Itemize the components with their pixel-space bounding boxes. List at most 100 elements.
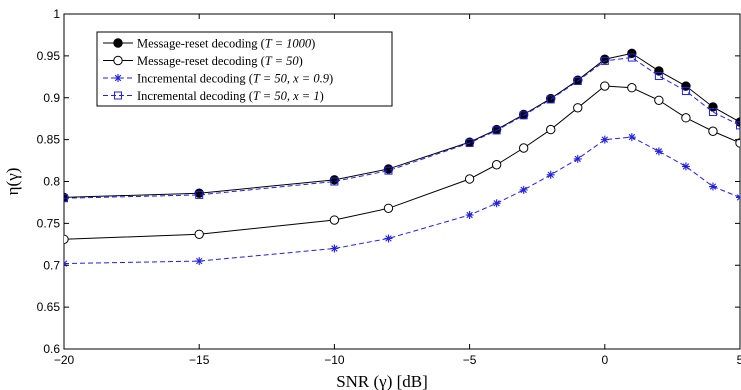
x-tick-label: 5 bbox=[737, 353, 741, 367]
legend-label-suffix: ) bbox=[311, 37, 315, 51]
data-point bbox=[330, 177, 339, 186]
legend-label: Message-reset decoding (T = 50) bbox=[137, 54, 303, 68]
series-3 bbox=[64, 133, 740, 268]
legend-label: Incremental decoding (T = 50, x = 1) bbox=[137, 89, 324, 103]
y-tick-label: 0.85 bbox=[37, 133, 61, 147]
data-point bbox=[681, 81, 691, 91]
legend-label-suffix: ) bbox=[329, 72, 333, 86]
series-2 bbox=[64, 81, 740, 244]
legend-label-math: T = 50 bbox=[265, 54, 300, 68]
data-point bbox=[573, 103, 583, 113]
data-point bbox=[194, 188, 204, 198]
y-tick-label: 0.9 bbox=[43, 91, 60, 105]
legend-item: Message-reset decoding (T = 1000) bbox=[103, 37, 315, 51]
data-point bbox=[195, 190, 204, 199]
data-point bbox=[492, 126, 501, 135]
data-point bbox=[573, 77, 582, 85]
data-point bbox=[600, 56, 609, 65]
data-point bbox=[329, 215, 340, 225]
data-point bbox=[114, 74, 122, 82]
data-point bbox=[654, 147, 663, 156]
x-tick-label: −15 bbox=[189, 353, 210, 367]
data-point bbox=[64, 194, 68, 203]
data-point bbox=[383, 203, 394, 214]
legend-label: Message-reset decoding (T = 1000) bbox=[137, 37, 315, 51]
legend-label-suffix: ) bbox=[320, 89, 324, 103]
data-point bbox=[600, 81, 610, 91]
data-point bbox=[384, 166, 393, 175]
legend-label: Incremental decoding (T = 50, x = 0.9) bbox=[137, 72, 333, 86]
axis-layer: −20 −15 −10 −5 0 5 0.6 0.65 0.7 0.75 0.8 0.85 0.9 0.9… bbox=[37, 7, 741, 367]
y-tick-label: 0.6 bbox=[43, 342, 60, 356]
x-tick-label: 0 bbox=[601, 353, 608, 367]
data-point bbox=[330, 244, 339, 253]
data-point bbox=[465, 138, 474, 147]
data-point bbox=[654, 95, 664, 105]
x-axis-label: SNR (γ) [dB] bbox=[336, 372, 428, 390]
data-point bbox=[681, 113, 691, 123]
legend-label-prefix: Incremental decoding ( bbox=[137, 72, 253, 86]
data-point bbox=[384, 234, 393, 243]
data-point bbox=[654, 71, 663, 80]
data-point bbox=[64, 259, 68, 268]
series-layer bbox=[64, 48, 740, 268]
data-point bbox=[735, 138, 740, 148]
data-point bbox=[518, 143, 529, 153]
data-point bbox=[627, 83, 637, 93]
data-point bbox=[329, 175, 340, 185]
data-point bbox=[519, 111, 528, 120]
legend-label-math: T = 1000 bbox=[265, 37, 312, 51]
data-point bbox=[546, 170, 555, 179]
y-tick-label: 0.7 bbox=[43, 258, 60, 272]
legend-label-prefix: Message-reset decoding ( bbox=[137, 54, 265, 68]
data-point bbox=[681, 162, 690, 171]
data-point bbox=[736, 121, 740, 130]
data-point bbox=[195, 257, 204, 266]
data-point bbox=[491, 160, 502, 170]
data-point bbox=[708, 102, 718, 112]
data-point bbox=[546, 124, 556, 135]
data-point bbox=[708, 107, 717, 116]
data-point bbox=[519, 185, 528, 194]
data-point bbox=[627, 133, 636, 142]
data-point bbox=[546, 95, 555, 104]
y-tick-label: 0.65 bbox=[37, 300, 61, 314]
series-line bbox=[64, 136, 740, 265]
data-point bbox=[464, 174, 475, 184]
x-tick-label: −20 bbox=[54, 353, 75, 367]
y-axis-label: η(γ) bbox=[3, 168, 22, 196]
legend-label-prefix: Incremental decoding ( bbox=[137, 89, 253, 103]
data-point bbox=[465, 211, 474, 219]
y-tick-label: 0.75 bbox=[37, 216, 61, 230]
data-point bbox=[383, 164, 394, 174]
legend-label-suffix: ) bbox=[299, 54, 303, 68]
data-point bbox=[114, 91, 122, 100]
data-point bbox=[600, 135, 609, 144]
legend-label-math: T = 50, x = 0.9 bbox=[253, 72, 330, 86]
data-point bbox=[64, 234, 69, 244]
series-line bbox=[64, 57, 740, 199]
legend-item: Message-reset decoding (T = 50) bbox=[103, 54, 303, 68]
data-point bbox=[600, 54, 610, 64]
y-tick-label: 0.95 bbox=[37, 49, 61, 63]
data-point bbox=[627, 53, 636, 62]
legend-item: Incremental decoding (T = 50, x = 1) bbox=[103, 89, 324, 103]
legend-box bbox=[96, 31, 393, 107]
y-tick-label: 0.8 bbox=[43, 175, 60, 189]
data-point bbox=[708, 126, 718, 136]
series-4 bbox=[64, 53, 740, 203]
legend-item: Incremental decoding (T = 50, x = 0.9) bbox=[103, 72, 333, 86]
data-point bbox=[681, 87, 690, 96]
legend: Message-reset decoding (T = 1000)Message… bbox=[96, 31, 393, 107]
data-point bbox=[113, 38, 123, 48]
data-point bbox=[708, 182, 717, 191]
x-tick-label: −10 bbox=[324, 353, 345, 367]
data-point bbox=[113, 55, 123, 66]
data-point bbox=[194, 229, 204, 239]
data-point bbox=[573, 154, 582, 163]
x-tick-label: −5 bbox=[463, 353, 477, 367]
y-tick-label: 1 bbox=[53, 7, 60, 21]
data-point bbox=[654, 66, 664, 76]
legend-label-math: T = 50, x = 1 bbox=[253, 89, 320, 103]
